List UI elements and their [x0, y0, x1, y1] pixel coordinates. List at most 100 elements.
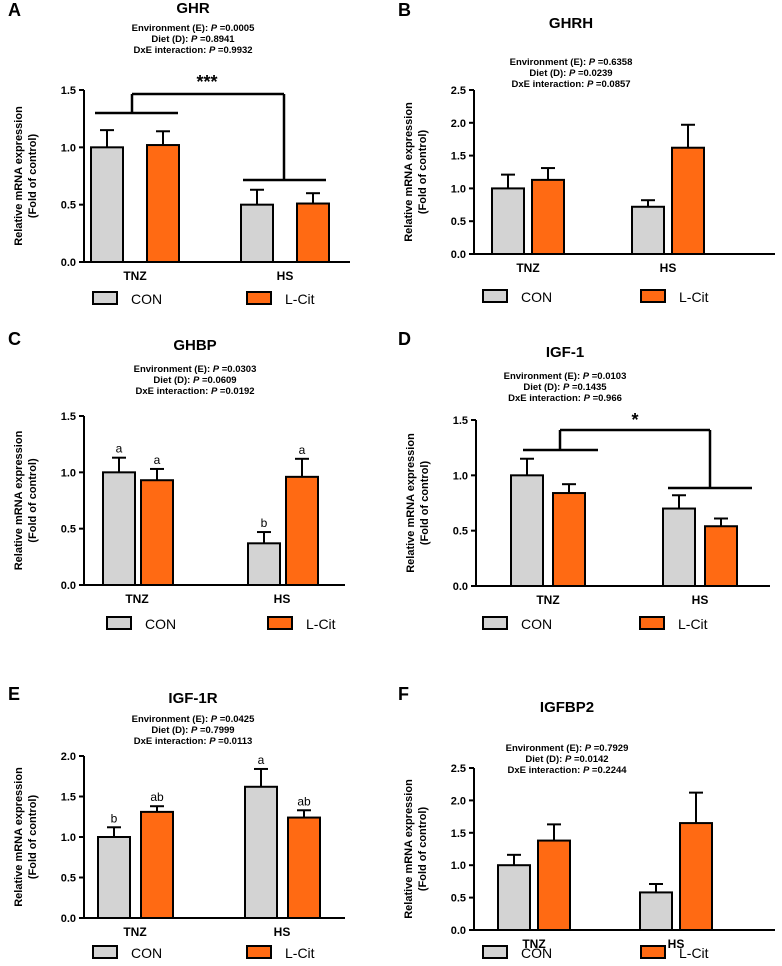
stat-value: =0.0113: [216, 736, 253, 747]
significance-letter: a: [116, 442, 123, 456]
stat-line: DxE interaction: P =0.0857: [511, 79, 630, 90]
stat-label: Environment (E):: [506, 743, 585, 754]
stat-label: Diet (D):: [151, 725, 191, 736]
y-axis-label: (Fold of control): [419, 461, 431, 546]
bar-l-cit: [285, 475, 319, 586]
legend-swatch-con: [482, 289, 508, 303]
stat-p: P: [583, 765, 590, 776]
category-label: TNZ: [125, 592, 148, 606]
stat-value: =0.7929: [591, 743, 628, 754]
bar-con: [662, 507, 696, 587]
y-tick-label: 1.5: [61, 792, 76, 804]
legend-label: L-Cit: [285, 945, 315, 961]
stat-p: P: [563, 382, 570, 393]
bar-l-cit: [537, 839, 571, 931]
stat-p: P: [587, 79, 594, 90]
y-axis-label: Relative mRNA expression: [13, 430, 25, 570]
y-tick-label: 1.0: [61, 467, 76, 479]
y-axis-label: (Fold of control): [417, 807, 429, 892]
legend-label: CON: [521, 616, 552, 632]
stat-value: =0.6358: [595, 57, 632, 68]
chart-title: GHBP: [173, 337, 216, 354]
legend-swatch-l-cit: [640, 289, 666, 303]
y-tick-label: 1.5: [451, 151, 466, 163]
stat-line: Environment (E): P =0.0005: [132, 23, 255, 34]
stat-line: Diet (D): P =0.1435: [523, 382, 607, 393]
bar-l-cit: [531, 178, 565, 255]
legend-swatch-con: [92, 945, 118, 959]
stat-p: P: [211, 714, 218, 725]
category-label: TNZ: [536, 593, 559, 607]
stat-value: =0.8941: [197, 34, 235, 45]
legend-label: L-Cit: [285, 291, 315, 307]
legend-label: L-Cit: [679, 945, 709, 961]
category-label: HS: [274, 592, 291, 606]
stat-value: =0.0303: [219, 364, 256, 375]
category-label: HS: [668, 937, 685, 951]
y-tick-label: 0.0: [61, 257, 76, 269]
stat-p: P: [585, 743, 592, 754]
stat-p: P: [193, 375, 200, 386]
stat-p: P: [191, 725, 198, 736]
stat-label: Environment (E):: [134, 364, 213, 375]
category-label: HS: [274, 925, 291, 939]
stat-label: Diet (D):: [523, 382, 563, 393]
chart-title: GHRH: [549, 15, 593, 32]
legend-swatch-l-cit: [246, 291, 272, 305]
bar-con: [491, 187, 525, 255]
y-axis-label: (Fold of control): [27, 134, 39, 219]
panel-letter: D: [398, 329, 411, 349]
stat-line: Diet (D): P =0.7999: [151, 725, 234, 736]
significance-letter: a: [154, 453, 161, 467]
bar-con: [497, 864, 531, 932]
bar-l-cit: [552, 492, 586, 588]
stat-value: =0.2244: [589, 765, 627, 776]
chart-title: IGF-1: [546, 344, 584, 361]
stat-line: Environment (E): P =0.6358: [510, 57, 633, 68]
stat-label: DxE interaction:: [507, 765, 583, 776]
y-tick-label: 2.5: [451, 763, 466, 775]
bar-con: [247, 542, 281, 587]
stat-value: =0.0103: [589, 371, 626, 382]
legend-swatch-l-cit: [639, 616, 665, 630]
stat-p: P: [211, 23, 218, 34]
legend-swatch-con: [482, 945, 508, 959]
y-tick-label: 2.5: [451, 85, 466, 97]
legend-label: L-Cit: [306, 616, 336, 632]
significance-marker: ***: [196, 72, 217, 92]
chart-title: IGFBP2: [540, 699, 594, 716]
y-tick-label: 0.0: [451, 249, 466, 261]
stat-value: =0.0192: [217, 386, 254, 397]
significance-letter: a: [299, 443, 306, 457]
y-axis-label: Relative mRNA expression: [403, 779, 415, 919]
bar-l-cit: [679, 822, 713, 932]
stat-p: P: [211, 386, 218, 397]
y-tick-label: 1.5: [61, 85, 76, 97]
category-label: HS: [277, 269, 294, 283]
category-label: TNZ: [123, 925, 146, 939]
y-tick-label: 1.0: [61, 142, 76, 154]
stat-value: =0.0425: [217, 714, 255, 725]
stat-p: P: [569, 68, 576, 79]
stat-label: Diet (D):: [151, 34, 191, 45]
y-tick-label: 1.0: [453, 470, 468, 482]
stat-value: =0.966: [590, 393, 622, 404]
significance-letter: b: [111, 811, 118, 825]
stat-line: DxE interaction: P =0.2244: [507, 765, 627, 776]
stat-label: Environment (E):: [132, 23, 211, 34]
stat-line: DxE interaction: P =0.0192: [135, 386, 254, 397]
y-tick-label: 0.5: [451, 216, 466, 228]
y-axis-label: (Fold of control): [27, 458, 39, 543]
stat-line: DxE interaction: P =0.9932: [133, 45, 252, 56]
chart-title: GHR: [176, 0, 210, 17]
y-axis-label: (Fold of control): [417, 130, 429, 215]
panel-letter: B: [398, 0, 411, 20]
y-tick-label: 0.0: [61, 580, 76, 592]
y-axis-label: (Fold of control): [27, 795, 39, 880]
stat-label: Diet (D):: [529, 68, 569, 79]
legend-label: L-Cit: [678, 616, 708, 632]
